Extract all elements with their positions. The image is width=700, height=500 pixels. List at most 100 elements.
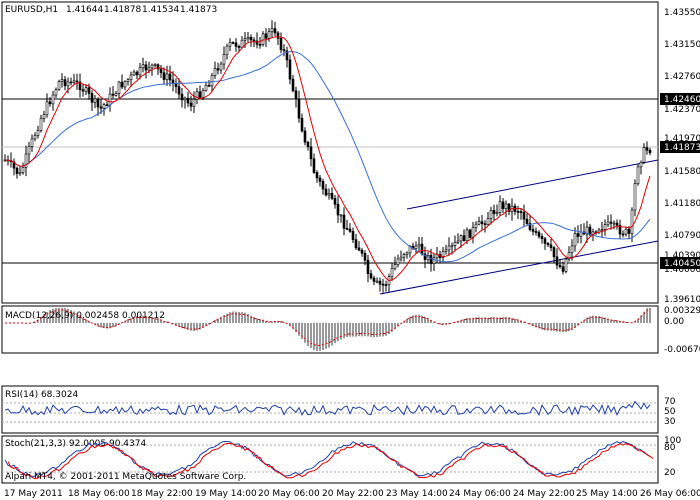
chart-ohlc-high: 1.41878 (104, 5, 141, 15)
candle-body (390, 268, 394, 277)
price-tick: 1.43150 (664, 40, 700, 50)
candle-body (93, 98, 97, 103)
candle-body (498, 201, 502, 213)
candle-body (396, 258, 400, 265)
candle-body (318, 177, 322, 182)
candle-body (534, 231, 538, 233)
candle-body (90, 93, 94, 103)
candle-body (495, 212, 499, 214)
candle-body (51, 94, 55, 105)
price-tick: 1.39610 (664, 295, 700, 305)
main-panel[interactable] (1, 1, 659, 304)
rsi-tick: 30 (664, 417, 676, 427)
candle-body (105, 104, 109, 106)
candle-body (153, 64, 157, 66)
candle-body (540, 236, 544, 239)
candle-body (84, 87, 88, 92)
copyright-text: Alpari MT4, © 2001-2011 MetaQuotes Softw… (5, 472, 246, 482)
candle-body (102, 104, 106, 109)
candle-body (171, 79, 175, 84)
candle-body (234, 42, 238, 47)
candle-body (72, 80, 76, 83)
rsi-line (4, 400, 651, 417)
macd-signal-line (5, 307, 651, 347)
candle-body (99, 106, 103, 109)
price-tick: 1.40000 (664, 265, 700, 275)
candle-body (144, 64, 148, 71)
candle-body (339, 214, 343, 217)
price-tick: 1.42370 (664, 105, 700, 115)
candle-body (309, 146, 313, 160)
candle-body (78, 81, 82, 90)
candle-body (306, 141, 310, 148)
candle-body (549, 244, 553, 248)
candle-body (378, 280, 382, 285)
candle-body (237, 46, 241, 48)
candle-body (273, 28, 277, 34)
price-tag-upper-label: 1.42460 (664, 95, 700, 105)
trend-channel-lower[interactable] (379, 240, 659, 295)
candle-body (603, 224, 607, 230)
candle-body (18, 172, 22, 174)
candle-body (531, 229, 535, 232)
candle-body (348, 228, 352, 232)
candle-body (456, 240, 460, 243)
candle-body (30, 138, 34, 147)
candle-body (645, 147, 649, 151)
candle-body (324, 188, 328, 196)
price-tag-current-label: 1.41873 (664, 143, 700, 153)
candle-body (372, 277, 376, 282)
candle-body (423, 253, 427, 260)
candle-body (420, 243, 424, 255)
candle-body (243, 38, 247, 41)
candle-body (186, 97, 190, 104)
candle-body (561, 266, 565, 272)
candle-body (288, 59, 292, 80)
trend-channel-upper[interactable] (406, 159, 659, 210)
candle-body (15, 167, 19, 174)
candle-body (174, 83, 178, 87)
candle-body (66, 81, 70, 87)
chart-ohlc-low: 1.41534 (142, 5, 179, 15)
candle-body (303, 130, 307, 143)
candle-body (588, 226, 592, 236)
candle-body (192, 99, 196, 107)
candle-body (180, 93, 184, 101)
stoch-tick: 20 (664, 468, 676, 478)
price-axis: 1.43550 1.43150 1.42760 1.42370 1.41970 … (664, 8, 700, 305)
candle-body (402, 254, 406, 258)
candle-body (573, 233, 577, 247)
candle-body (60, 79, 64, 82)
candle-body (459, 235, 463, 242)
price-tag-current (660, 141, 700, 153)
candle-body (621, 233, 625, 236)
time-tick: 18 May 22:00 (131, 489, 193, 499)
candle-body (69, 81, 73, 84)
candle-body (327, 193, 331, 196)
candle-body (636, 166, 640, 184)
candle-body (177, 86, 181, 95)
candle-body (201, 90, 205, 98)
candle-body (624, 228, 628, 235)
candle-body (300, 117, 304, 132)
rsi-tick: 70 (664, 397, 676, 407)
price-tag-lower (660, 257, 700, 269)
candle-body (468, 229, 472, 238)
candle-body (45, 101, 49, 116)
candle-body (519, 211, 523, 213)
candle-body (429, 254, 433, 265)
candle-body (276, 32, 280, 39)
candle-body (150, 64, 154, 69)
candle-body (249, 36, 253, 41)
candle-body (42, 114, 46, 119)
candle-body (366, 259, 370, 274)
candle-body (135, 71, 139, 76)
candle-body (258, 44, 262, 46)
price-tick: 1.42760 (664, 72, 700, 82)
candle-body (555, 256, 559, 266)
macd-panel[interactable] (1, 305, 659, 354)
candle-body (489, 209, 493, 219)
candle-body (417, 243, 421, 247)
time-tick: 18 May 06:00 (68, 489, 130, 499)
